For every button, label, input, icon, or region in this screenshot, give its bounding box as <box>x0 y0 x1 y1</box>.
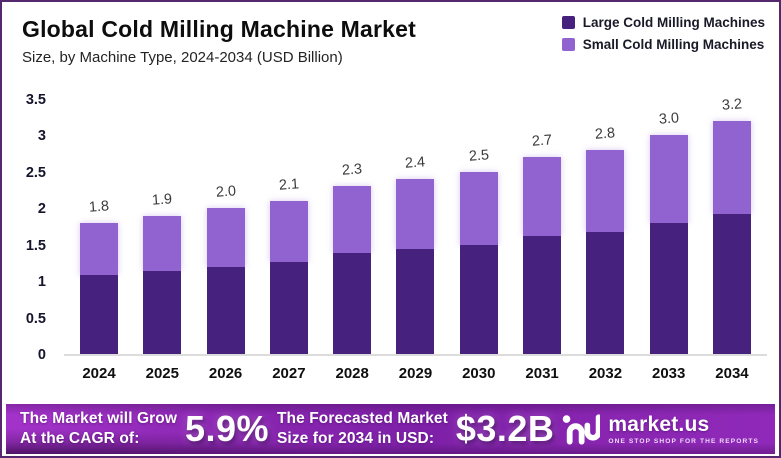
chart-area: 3.5 3 2.5 2 1.5 1 0.5 0 1.8 2024 1.9 2025 2.0 2026 2.… <box>2 92 779 382</box>
segment-small-2030 <box>459 171 498 245</box>
bar-total-label: 1.8 <box>88 198 110 216</box>
x-axis-label-2031: 2031 <box>525 365 559 382</box>
segment-large-2034 <box>712 214 751 354</box>
chart-title: Global Cold Milling Machine Market <box>22 16 417 42</box>
brand-text: market.us ONE STOP SHOP FOR THE REPORTS <box>608 414 759 445</box>
segment-small-2034 <box>712 120 751 215</box>
stats-banner: The Market will Grow At the CAGR of: 5.9… <box>6 404 775 454</box>
y-axis-tick: 3.5 <box>25 92 46 108</box>
y-axis: 3.5 3 2.5 2 1.5 1 0.5 0 <box>2 92 52 363</box>
plot-area: 1.8 2024 1.9 2025 2.0 2026 2.1 2027 2.3 2028 2.4 20… <box>64 96 767 382</box>
bar-2027: 2.1 2027 <box>269 101 308 382</box>
bar-total-label: 2.5 <box>468 147 490 165</box>
bar-total-label: 2.1 <box>278 176 300 194</box>
y-axis-tick: 2 <box>37 201 46 218</box>
segment-large-2024 <box>80 275 118 354</box>
legend-label-small: Small Cold Milling Machines <box>582 37 765 52</box>
segment-small-2028 <box>333 186 372 254</box>
segment-small-2024 <box>80 222 118 276</box>
x-axis-label-2034: 2034 <box>715 365 749 382</box>
segment-small-2026 <box>206 208 245 267</box>
brand-logo: market.us ONE STOP SHOP FOR THE REPORTS <box>562 412 759 446</box>
marketus-logo-icon <box>563 414 601 445</box>
bar-total-label: 2.7 <box>531 132 553 150</box>
segment-large-2033 <box>649 222 688 354</box>
bar-total-label: 2.4 <box>404 154 427 172</box>
x-axis-label-2024: 2024 <box>82 365 116 382</box>
cagr-label: The Market will Grow At the CAGR of: <box>20 409 177 449</box>
y-axis-tick: 1 <box>37 274 46 291</box>
segment-large-2028 <box>333 253 372 354</box>
x-axis-label-2032: 2032 <box>588 365 623 382</box>
bar-2026: 2.0 2026 <box>206 101 245 382</box>
bar-2033: 3.0 2033 <box>649 101 688 382</box>
x-axis-label-2033: 2033 <box>651 365 686 382</box>
x-axis-label-2029: 2029 <box>398 365 433 382</box>
segment-small-2027 <box>269 201 308 263</box>
segment-small-2032 <box>586 150 625 232</box>
segment-small-2033 <box>649 135 688 223</box>
legend-label-large: Large Cold Milling Machines <box>582 15 765 30</box>
brand-name: market.us <box>608 412 710 436</box>
legend-item-large: Large Cold Milling Machines <box>561 15 765 30</box>
segment-large-2031 <box>523 235 562 354</box>
x-axis-label-2030: 2030 <box>462 365 496 382</box>
bar-2024: 1.8 2024 <box>80 101 118 382</box>
cagr-label-line1: The Market will Grow <box>20 409 178 427</box>
bar-2025: 1.9 2025 <box>143 101 182 382</box>
bar-2034: 3.2 2034 <box>712 96 751 382</box>
legend-swatch-small-icon <box>561 38 575 51</box>
segment-large-2026 <box>206 266 245 354</box>
bar-total-label: 1.9 <box>151 190 173 209</box>
bar-2030: 2.5 2030 <box>459 101 498 382</box>
brand-tagline: ONE STOP SHOP FOR THE REPORTS <box>608 437 759 445</box>
forecast-label-line2: Size for 2034 in USD: <box>276 430 435 447</box>
segment-small-2025 <box>143 215 182 271</box>
segment-large-2027 <box>269 262 308 354</box>
x-axis-label-2025: 2025 <box>145 365 179 382</box>
legend-swatch-large-icon <box>561 16 575 29</box>
forecast-label: The Forecasted Market Size for 2034 in U… <box>277 409 448 449</box>
segment-large-2029 <box>396 249 435 354</box>
segment-large-2032 <box>586 231 625 354</box>
x-axis-label-2028: 2028 <box>335 365 369 382</box>
bar-total-label: 2.8 <box>594 125 616 143</box>
cagr-value: 5.9% <box>184 408 270 449</box>
bar-total-label: 2.3 <box>341 161 363 180</box>
chart-legend: Large Cold Milling Machines Small Cold M… <box>561 15 765 52</box>
chart-header: Global Cold Milling Machine Market Size,… <box>22 16 522 66</box>
segment-small-2031 <box>523 157 562 236</box>
bar-2028: 2.3 2028 <box>333 101 372 382</box>
bar-total-label: 3.0 <box>658 110 680 129</box>
x-axis-label-2026: 2026 <box>208 365 243 382</box>
chart-subtitle: Size, by Machine Type, 2024-2034 (USD Bi… <box>22 49 343 66</box>
y-axis-tick: 0.5 <box>25 310 46 327</box>
forecast-label-line1: The Forecasted Market <box>276 409 448 427</box>
bar-total-label: 3.2 <box>721 96 743 114</box>
y-axis-tick: 2.5 <box>25 164 46 181</box>
bar-2031: 2.7 2031 <box>523 101 562 382</box>
cagr-label-line2: At the CAGR of: <box>20 430 140 447</box>
segment-large-2030 <box>459 244 498 354</box>
y-axis-tick: 0 <box>37 347 46 363</box>
segment-small-2029 <box>396 179 435 250</box>
y-axis-tick: 1.5 <box>25 237 46 254</box>
segment-large-2025 <box>143 270 182 354</box>
legend-item-small: Small Cold Milling Machines <box>561 37 765 52</box>
bar-2029: 2.4 2029 <box>396 101 435 382</box>
y-axis-tick: 3 <box>37 128 46 145</box>
bar-2032: 2.8 2032 <box>586 101 625 382</box>
forecast-value: $3.2B <box>455 408 555 449</box>
bar-total-label: 2.0 <box>214 183 237 201</box>
x-axis-label-2027: 2027 <box>272 365 306 382</box>
